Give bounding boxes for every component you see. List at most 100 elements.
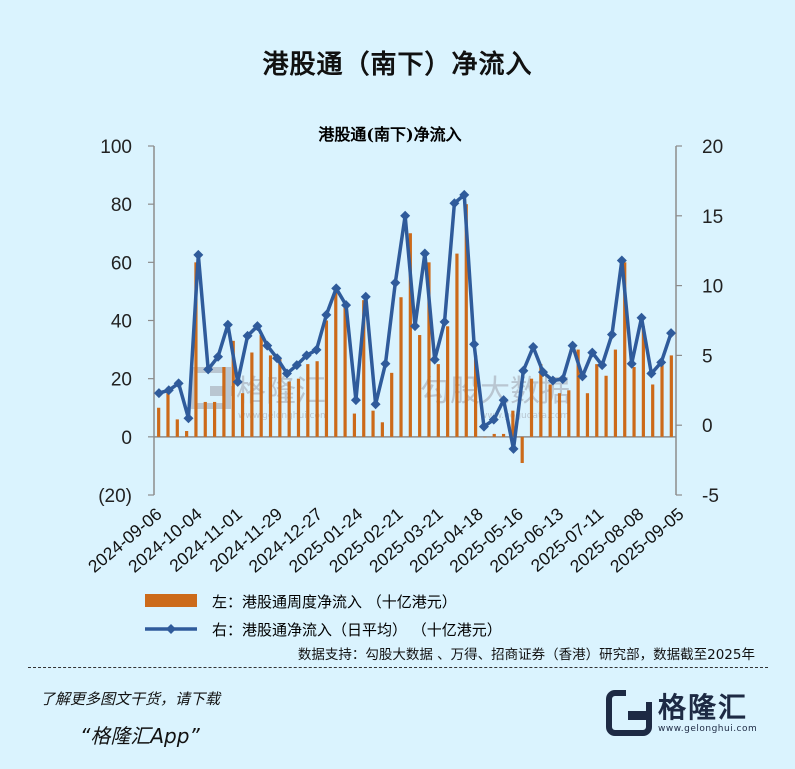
right-axis-tick-label: -5 bbox=[702, 486, 719, 507]
bar bbox=[585, 393, 590, 437]
brand-logo-icon bbox=[606, 690, 652, 736]
line-point bbox=[498, 395, 509, 406]
line-point bbox=[577, 371, 588, 382]
line-point bbox=[360, 291, 371, 302]
bar bbox=[157, 407, 161, 437]
bar bbox=[511, 410, 515, 437]
brand-url: www.gelonghui.com bbox=[658, 724, 758, 734]
left-axis-tick-label: 100 bbox=[100, 137, 132, 158]
bar bbox=[492, 433, 496, 437]
line-point bbox=[419, 248, 430, 259]
legend-line-marker bbox=[166, 624, 176, 634]
bar bbox=[632, 367, 636, 437]
line-point bbox=[272, 353, 283, 364]
bar bbox=[604, 375, 608, 437]
line-point bbox=[449, 198, 460, 209]
bar bbox=[194, 262, 198, 437]
bar bbox=[231, 340, 235, 437]
bar bbox=[623, 262, 627, 437]
watermark-logo-icon bbox=[191, 367, 232, 409]
line-point bbox=[232, 376, 243, 387]
right-axis-tick-label: 10 bbox=[702, 277, 723, 298]
line-point bbox=[350, 395, 361, 406]
line-point bbox=[291, 360, 302, 371]
line-point bbox=[370, 399, 381, 410]
line-point bbox=[626, 358, 637, 369]
bar bbox=[641, 326, 645, 437]
legend-bar-label: 左：港股通周度净流入 （十亿港元） bbox=[212, 593, 457, 611]
bar bbox=[324, 320, 329, 437]
line-point bbox=[311, 344, 322, 355]
line-point bbox=[616, 255, 627, 266]
left-axis-tick-label: 60 bbox=[111, 253, 132, 274]
bar bbox=[250, 352, 254, 437]
line-point bbox=[301, 350, 312, 361]
bar bbox=[446, 326, 450, 437]
line-point bbox=[636, 312, 647, 323]
bar bbox=[352, 413, 357, 437]
chart-title: 港股通(南下)净流入 bbox=[318, 125, 461, 144]
legend-line-label: 右：港股通净流入（日平均） （十亿港元） bbox=[212, 621, 502, 639]
line-point bbox=[488, 414, 499, 425]
bar bbox=[427, 262, 431, 437]
left-axis-tick-label: 20 bbox=[111, 370, 132, 391]
bar bbox=[315, 361, 319, 437]
bar bbox=[259, 335, 263, 437]
line-point bbox=[459, 189, 470, 200]
bar bbox=[520, 436, 524, 464]
bar bbox=[362, 300, 366, 437]
line-point bbox=[528, 342, 539, 353]
line-point bbox=[439, 316, 450, 327]
line-point bbox=[281, 368, 292, 379]
bar bbox=[455, 253, 459, 437]
promo-app-name: “格隆汇App” bbox=[80, 724, 200, 748]
line-point bbox=[222, 319, 233, 330]
bar bbox=[529, 378, 534, 437]
bar bbox=[240, 393, 245, 437]
right-axis-tick-label: 20 bbox=[702, 137, 723, 158]
line-point bbox=[341, 300, 352, 311]
bar bbox=[418, 335, 422, 437]
page-title: 港股通（南下）净流入 bbox=[262, 50, 533, 80]
line-point bbox=[538, 367, 549, 378]
line-point bbox=[656, 357, 667, 368]
watermark-left-url: www.gelonghui.com bbox=[238, 411, 329, 421]
bar bbox=[567, 390, 571, 437]
bar bbox=[408, 233, 412, 437]
line-point bbox=[606, 329, 617, 340]
source-note: 数据支持：勾股大数据 、万得、招商证券（香港）研究部，数据截至2025年 bbox=[297, 647, 755, 663]
watermark-right-url: www.gogudata.com bbox=[480, 411, 569, 421]
bar bbox=[473, 355, 478, 437]
legend-bar-swatch bbox=[145, 594, 197, 607]
right-axis-tick-label: 0 bbox=[702, 416, 713, 437]
bar bbox=[212, 401, 217, 437]
line-point bbox=[390, 277, 401, 288]
line-point bbox=[173, 378, 184, 389]
bar bbox=[175, 419, 179, 437]
line-point bbox=[646, 368, 657, 379]
left-axis-tick-label: 80 bbox=[111, 195, 132, 216]
line-point bbox=[213, 351, 224, 362]
line-point bbox=[183, 413, 194, 424]
line-point bbox=[557, 374, 568, 385]
bar bbox=[268, 355, 273, 437]
bar bbox=[483, 436, 487, 438]
promo-text: 了解更多图文干货，请下载 bbox=[40, 690, 221, 708]
line-point bbox=[262, 340, 273, 351]
line-point bbox=[163, 385, 174, 396]
line-point bbox=[203, 364, 214, 375]
line-point bbox=[666, 328, 677, 339]
bar bbox=[166, 387, 170, 437]
line-point bbox=[478, 421, 489, 432]
bar bbox=[296, 378, 301, 437]
line-point bbox=[469, 339, 480, 350]
left-axis-tick-label: 0 bbox=[121, 428, 132, 449]
legend: 左：港股通周度净流入 （十亿港元） 右：港股通净流入（日平均） （十亿港元） bbox=[145, 593, 502, 639]
bar bbox=[501, 433, 506, 437]
left-axis-tick-label: (20) bbox=[98, 486, 132, 507]
line-point bbox=[597, 360, 608, 371]
line-point bbox=[242, 330, 253, 341]
line-point bbox=[547, 375, 558, 386]
line-point bbox=[429, 354, 440, 365]
brand-logo: 格隆汇 www.gelonghui.com bbox=[606, 690, 757, 736]
